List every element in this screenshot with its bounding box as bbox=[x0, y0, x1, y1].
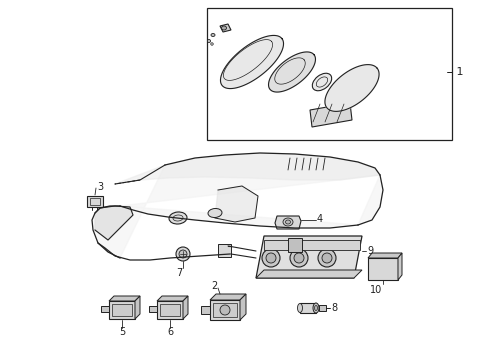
Bar bbox=[160, 304, 180, 316]
Ellipse shape bbox=[208, 208, 222, 217]
Ellipse shape bbox=[297, 303, 302, 312]
Polygon shape bbox=[319, 305, 326, 311]
Ellipse shape bbox=[290, 249, 308, 267]
Polygon shape bbox=[149, 306, 157, 312]
Polygon shape bbox=[220, 24, 231, 32]
Polygon shape bbox=[269, 52, 316, 92]
Polygon shape bbox=[157, 296, 188, 301]
Ellipse shape bbox=[220, 305, 230, 315]
Polygon shape bbox=[215, 186, 258, 222]
Polygon shape bbox=[256, 270, 362, 278]
Ellipse shape bbox=[211, 43, 213, 45]
Bar bbox=[213, 303, 237, 317]
Ellipse shape bbox=[318, 249, 336, 267]
Ellipse shape bbox=[179, 250, 187, 258]
Bar bbox=[218, 244, 231, 257]
Text: 6: 6 bbox=[167, 327, 173, 337]
Ellipse shape bbox=[315, 306, 318, 310]
Polygon shape bbox=[368, 258, 398, 280]
Ellipse shape bbox=[322, 253, 332, 263]
Ellipse shape bbox=[313, 303, 319, 313]
Bar bbox=[264, 240, 360, 250]
Ellipse shape bbox=[169, 212, 187, 224]
Polygon shape bbox=[95, 206, 133, 240]
Polygon shape bbox=[101, 306, 109, 312]
Ellipse shape bbox=[262, 249, 280, 267]
Text: 10: 10 bbox=[370, 285, 382, 295]
Ellipse shape bbox=[221, 26, 226, 30]
Polygon shape bbox=[115, 153, 380, 184]
Ellipse shape bbox=[211, 33, 215, 36]
Polygon shape bbox=[135, 296, 140, 319]
Ellipse shape bbox=[312, 73, 332, 91]
Polygon shape bbox=[220, 35, 284, 89]
Polygon shape bbox=[92, 153, 383, 258]
Ellipse shape bbox=[176, 247, 190, 261]
Polygon shape bbox=[325, 64, 379, 111]
Text: 7: 7 bbox=[176, 268, 182, 278]
Ellipse shape bbox=[283, 218, 293, 226]
Polygon shape bbox=[256, 236, 362, 278]
Polygon shape bbox=[157, 301, 183, 319]
Text: 5: 5 bbox=[119, 327, 125, 337]
Polygon shape bbox=[300, 303, 316, 313]
Text: 8: 8 bbox=[331, 303, 337, 313]
Polygon shape bbox=[275, 216, 301, 229]
Ellipse shape bbox=[286, 220, 291, 224]
Text: 4: 4 bbox=[317, 214, 323, 224]
Polygon shape bbox=[240, 294, 246, 320]
Ellipse shape bbox=[266, 253, 276, 263]
Text: 3: 3 bbox=[97, 182, 103, 192]
Text: 2: 2 bbox=[211, 281, 217, 291]
Text: 9: 9 bbox=[367, 246, 373, 256]
Polygon shape bbox=[210, 300, 240, 320]
Polygon shape bbox=[201, 306, 210, 314]
Polygon shape bbox=[368, 253, 402, 258]
Ellipse shape bbox=[294, 253, 304, 263]
Polygon shape bbox=[210, 294, 246, 300]
Bar bbox=[207, 8, 452, 140]
Bar bbox=[87, 196, 103, 207]
Bar bbox=[90, 198, 100, 205]
Polygon shape bbox=[398, 253, 402, 280]
Ellipse shape bbox=[207, 40, 211, 42]
Bar bbox=[288, 238, 302, 252]
Text: - 1: - 1 bbox=[449, 67, 464, 77]
Polygon shape bbox=[310, 103, 352, 127]
Bar bbox=[112, 304, 132, 316]
Polygon shape bbox=[109, 296, 140, 301]
Polygon shape bbox=[109, 301, 135, 319]
Polygon shape bbox=[183, 296, 188, 319]
